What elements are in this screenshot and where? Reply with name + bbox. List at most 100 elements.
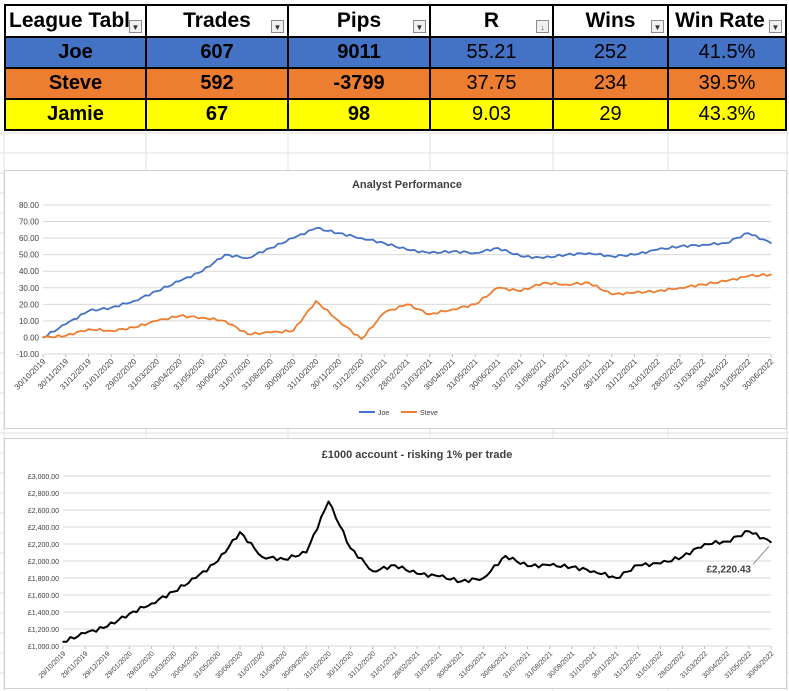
data-point bbox=[224, 320, 226, 322]
data-point bbox=[246, 333, 249, 335]
header-league-table[interactable]: League Tabl ▼ bbox=[4, 4, 147, 38]
r-cell[interactable]: 9.03 bbox=[429, 98, 554, 131]
data-point bbox=[305, 551, 308, 554]
data-point bbox=[482, 577, 485, 579]
wins-cell[interactable]: 29 bbox=[552, 98, 669, 131]
data-point bbox=[725, 540, 728, 543]
data-point bbox=[724, 242, 727, 244]
data-point bbox=[383, 311, 386, 314]
data-point bbox=[633, 253, 636, 256]
data-point bbox=[292, 237, 295, 239]
data-point bbox=[246, 257, 249, 259]
y-tick-label: £3,000.00 bbox=[28, 474, 59, 481]
r-cell[interactable]: 37.75 bbox=[429, 67, 554, 100]
filter-dropdown-icon[interactable]: ▼ bbox=[413, 20, 426, 33]
data-point bbox=[656, 248, 659, 251]
account-balance-chart[interactable]: £1000 account - risking 1% per trade £1,0… bbox=[4, 438, 787, 689]
data-point bbox=[724, 280, 727, 282]
chart-title: £1000 account - risking 1% per trade bbox=[322, 449, 513, 461]
data-point bbox=[542, 282, 545, 284]
header-pips[interactable]: Pips ▼ bbox=[287, 4, 431, 38]
data-point bbox=[593, 570, 595, 572]
pips-cell[interactable]: -3799 bbox=[287, 67, 431, 100]
data-point bbox=[460, 580, 463, 583]
data-point bbox=[428, 252, 431, 254]
header-win-rate[interactable]: Win Rate ▼ bbox=[667, 4, 787, 38]
filter-dropdown-icon[interactable]: ▼ bbox=[769, 20, 782, 33]
analyst-performance-chart[interactable]: Analyst Performance -10.00 0.00 10.00 20.00 3… bbox=[4, 170, 787, 429]
trades-cell[interactable]: 592 bbox=[145, 67, 289, 100]
trades-cell[interactable]: 607 bbox=[145, 36, 289, 69]
data-point bbox=[679, 245, 681, 248]
filter-dropdown-icon[interactable]: ▼ bbox=[271, 20, 284, 33]
win-rate-cell[interactable]: 39.5% bbox=[667, 67, 787, 100]
y-tick-label: £2,600.00 bbox=[28, 508, 59, 515]
y-tick-label: £2,000.00 bbox=[28, 559, 59, 566]
data-point bbox=[337, 232, 340, 234]
data-point bbox=[770, 541, 772, 544]
data-point bbox=[497, 247, 499, 249]
r-cell[interactable]: 55.21 bbox=[429, 36, 554, 69]
data-point bbox=[701, 243, 704, 246]
data-point bbox=[133, 300, 135, 302]
series-line-balance bbox=[63, 500, 772, 643]
data-point bbox=[360, 338, 363, 340]
data-point bbox=[239, 531, 241, 533]
data-point bbox=[416, 572, 418, 575]
data-point bbox=[110, 306, 113, 309]
data-point bbox=[283, 558, 286, 561]
data-point bbox=[133, 326, 135, 329]
wins-cell[interactable]: 252 bbox=[552, 36, 669, 69]
data-point bbox=[504, 555, 507, 557]
header-wins[interactable]: Wins ▼ bbox=[552, 4, 669, 38]
data-point bbox=[748, 530, 750, 533]
name-cell[interactable]: Steve bbox=[4, 67, 147, 100]
y-tick-label: 30.00 bbox=[19, 284, 40, 293]
data-point bbox=[497, 286, 499, 289]
data-point bbox=[519, 290, 522, 292]
league-table-row: Joe 607 9011 55.21 252 41.5% bbox=[4, 36, 787, 69]
data-point bbox=[548, 564, 551, 567]
league-table-row: Jamie 67 98 9.03 29 43.3% bbox=[4, 98, 787, 131]
header-trades[interactable]: Trades ▼ bbox=[145, 4, 289, 38]
data-point bbox=[128, 612, 131, 615]
data-point bbox=[150, 602, 153, 605]
data-point bbox=[261, 555, 263, 558]
data-point bbox=[588, 282, 590, 284]
data-point bbox=[406, 303, 408, 306]
pips-cell[interactable]: 98 bbox=[287, 98, 431, 131]
data-point bbox=[315, 300, 317, 302]
y-tick-label: £2,200.00 bbox=[28, 542, 59, 549]
legend-label-joe: Joe bbox=[378, 410, 389, 417]
y-tick-label: -10.00 bbox=[16, 350, 39, 359]
data-point bbox=[110, 330, 113, 332]
y-tick-label: 60.00 bbox=[19, 234, 40, 243]
data-point bbox=[178, 280, 181, 282]
data-point bbox=[269, 247, 272, 249]
filter-dropdown-icon[interactable]: ▼ bbox=[651, 20, 664, 33]
data-point bbox=[178, 315, 181, 317]
data-point bbox=[474, 303, 477, 306]
data-point bbox=[155, 290, 158, 292]
data-point bbox=[451, 250, 454, 253]
data-point bbox=[451, 308, 454, 311]
y-tick-label: 20.00 bbox=[19, 300, 40, 309]
data-point bbox=[588, 252, 590, 254]
trades-cell[interactable]: 67 bbox=[145, 98, 289, 131]
y-tick-label: £2,400.00 bbox=[28, 525, 59, 532]
win-rate-cell[interactable]: 41.5% bbox=[667, 36, 787, 69]
wins-cell[interactable]: 234 bbox=[552, 67, 669, 100]
data-point bbox=[201, 270, 204, 273]
sort-descending-icon[interactable]: ↓ bbox=[536, 20, 549, 33]
win-rate-cell[interactable]: 43.3% bbox=[667, 98, 787, 131]
data-point bbox=[217, 560, 219, 562]
y-tick-label: 70.00 bbox=[19, 218, 40, 227]
data-point bbox=[610, 293, 613, 296]
name-cell[interactable]: Joe bbox=[4, 36, 147, 69]
pips-cell[interactable]: 9011 bbox=[287, 36, 431, 69]
filter-dropdown-icon[interactable]: ▼ bbox=[129, 20, 142, 33]
y-tick-label: £1,200.00 bbox=[28, 627, 59, 634]
header-r[interactable]: R ↓ bbox=[429, 4, 554, 38]
name-cell[interactable]: Jamie bbox=[4, 98, 147, 131]
data-label-leader-line bbox=[752, 545, 770, 565]
